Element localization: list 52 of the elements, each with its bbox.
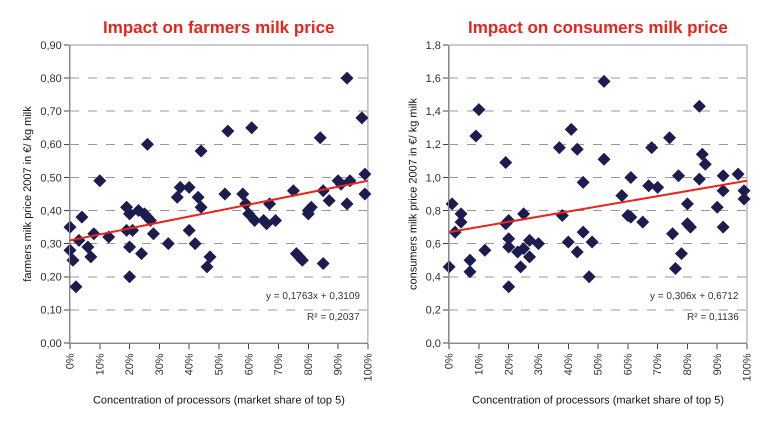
x-tick-label: 60% <box>622 353 634 376</box>
y-tick-label: 0,80 <box>40 72 62 85</box>
annotation: R² = 0,2037 <box>307 312 360 323</box>
x-axis-title: Concentration of processors (market share of top 5) <box>92 394 345 407</box>
y-tick-label: 0,2 <box>426 304 441 317</box>
y-axis-title: farmers milk price 2007 in €/ kg milk <box>22 106 34 282</box>
y-tick-label: 0,10 <box>40 304 62 317</box>
y-tick-label: 1,6 <box>426 72 441 85</box>
x-tick-label: 80% <box>302 353 315 376</box>
y-tick-label: 0,90 <box>40 40 62 52</box>
x-tick-label: 50% <box>592 353 605 376</box>
y-tick-label: 1,2 <box>426 139 441 152</box>
y-axis-title: consumers milk price 2007 in €/ kg milk <box>407 98 420 290</box>
x-tick-label: 100% <box>742 353 754 382</box>
y-tick-label: 0,30 <box>40 238 62 251</box>
annotation: y = 0,1763x + 0,3109 <box>266 291 360 302</box>
y-tick-label: 0,8 <box>426 205 441 218</box>
x-tick-label: 50% <box>214 353 226 376</box>
y-tick-label: 0,40 <box>40 205 62 218</box>
x-tick-label: 20% <box>503 353 516 376</box>
y-tick-label: 0,50 <box>40 172 62 184</box>
x-tick-label: 0% <box>64 353 77 370</box>
x-tick-label: 90% <box>712 353 724 376</box>
y-tick-label: 0,00 <box>40 338 62 350</box>
x-tick-label: 10% <box>94 353 106 376</box>
x-tick-label: 80% <box>682 353 694 376</box>
y-tick-label: 0,60 <box>40 139 62 152</box>
x-tick-label: 100% <box>362 353 374 382</box>
y-tick-label: 0,6 <box>426 238 441 251</box>
x-tick-label: 0% <box>444 353 456 370</box>
x-tick-label: 10% <box>473 353 486 376</box>
y-tick-label: 1,8 <box>426 40 441 52</box>
x-tick-label: 40% <box>562 353 575 376</box>
x-tick-label: 60% <box>243 353 256 376</box>
y-tick-label: 0,20 <box>40 272 62 284</box>
x-tick-label: 70% <box>273 353 286 376</box>
x-tick-label: 30% <box>154 353 166 376</box>
chart-title: Impact on consumers milk price <box>468 18 728 37</box>
x-tick-label: 20% <box>124 353 136 376</box>
y-tick-label: 0,4 <box>426 272 441 284</box>
y-tick-label: 0,0 <box>426 338 441 350</box>
y-tick-label: 1,0 <box>426 172 441 184</box>
x-tick-label: 30% <box>533 353 546 376</box>
x-tick-label: 40% <box>184 353 196 376</box>
annotation: y = 0,306x + 0,6712 <box>650 291 739 302</box>
y-tick-label: 1,4 <box>426 106 441 118</box>
x-axis-title: Concentration of processors (market share of top 5) <box>472 394 724 407</box>
annotation: R² = 0,1136 <box>687 312 740 323</box>
x-tick-label: 90% <box>332 353 345 376</box>
x-tick-label: 70% <box>652 353 664 376</box>
y-tick-label: 0,70 <box>40 106 62 118</box>
chart-title: Impact on farmers milk price <box>103 18 334 37</box>
